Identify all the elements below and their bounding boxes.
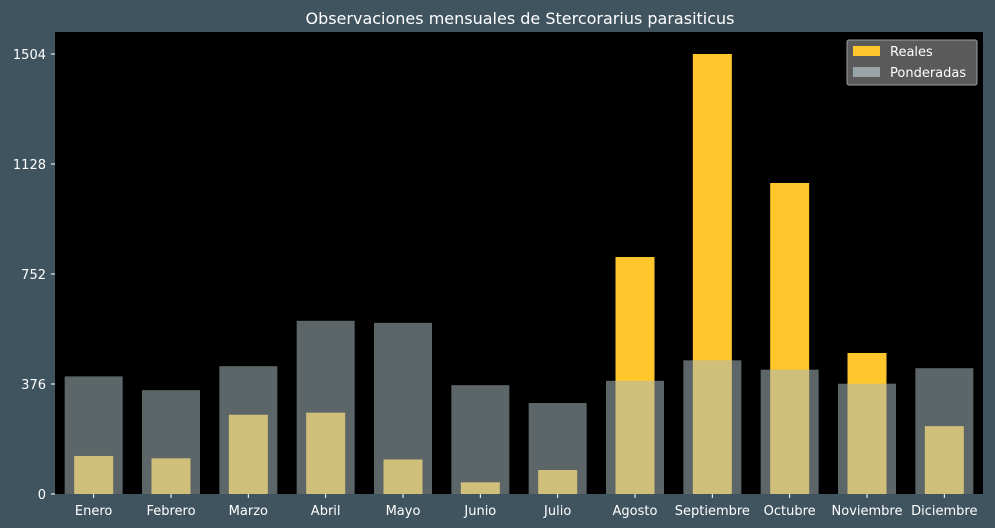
y-tick-label: 752 — [21, 268, 46, 283]
bar-ponderadas-septiembre — [683, 360, 742, 494]
x-tick-label: Septiembre — [675, 504, 750, 519]
x-tick-label: Febrero — [146, 504, 195, 519]
legend: Reales Ponderadas — [846, 39, 978, 86]
legend-label-ponderadas: Ponderadas — [890, 66, 966, 81]
bar-ponderadas-diciembre — [915, 368, 974, 494]
chart-title: Observaciones mensuales de Stercorarius … — [305, 9, 734, 28]
x-tick-label: Abril — [311, 504, 341, 519]
x-tick-label: Julio — [543, 504, 571, 519]
bar-ponderadas-mayo — [374, 322, 432, 494]
y-tick-label: 1128 — [13, 158, 46, 173]
y-axis: 0 376 752 1128 1504 — [13, 48, 55, 503]
bar-ponderadas-octubre — [760, 369, 819, 494]
x-tick-label: Octubre — [764, 504, 816, 519]
legend-label-reales: Reales — [890, 45, 933, 60]
bar-ponderadas-marzo — [219, 366, 278, 494]
bar-ponderadas-junio — [451, 385, 510, 494]
series-ponderadas — [64, 320, 974, 494]
bar-ponderadas-abril — [296, 320, 355, 494]
y-tick-label: 1504 — [13, 48, 46, 63]
x-tick-label: Enero — [75, 504, 113, 519]
x-tick-label: Agosto — [613, 504, 658, 519]
bar-ponderadas-agosto — [606, 380, 664, 494]
bar-ponderadas-noviembre — [838, 383, 896, 494]
x-tick-label: Noviembre — [832, 504, 903, 519]
x-tick-label: Mayo — [386, 504, 421, 519]
y-tick-label: 376 — [21, 378, 46, 393]
legend-swatch-reales — [853, 46, 880, 56]
x-tick-label: Marzo — [229, 504, 268, 519]
y-tick-label: 0 — [38, 488, 46, 503]
plot-area — [55, 32, 983, 494]
bar-ponderadas-julio — [528, 403, 587, 494]
bar-ponderadas-febrero — [142, 390, 200, 494]
x-axis: Enero Febrero Marzo Abril Mayo Junio Julio Agos… — [75, 494, 978, 519]
legend-swatch-ponderadas — [853, 67, 880, 77]
x-tick-label: Diciembre — [911, 504, 977, 519]
x-tick-label: Junio — [463, 504, 496, 519]
bar-ponderadas-enero — [64, 376, 123, 494]
